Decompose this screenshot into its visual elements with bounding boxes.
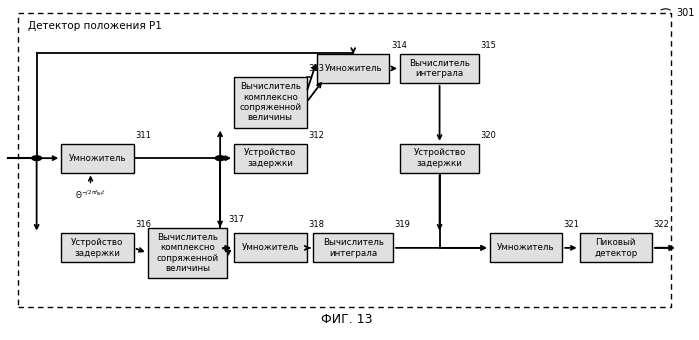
Text: Вычислитель
комплексно
сопряженной
величины: Вычислитель комплексно сопряженной велич… <box>239 82 301 122</box>
Bar <box>234 77 307 128</box>
Text: Устройство
задержки: Устройство задержки <box>413 149 466 168</box>
Text: $\Theta^{-j\,2\pi f_{\mathrm{BH}}t}$: $\Theta^{-j\,2\pi f_{\mathrm{BH}}t}$ <box>75 188 106 201</box>
Text: 319: 319 <box>394 220 410 230</box>
Text: 301: 301 <box>677 8 695 18</box>
Text: 311: 311 <box>135 131 151 140</box>
Text: 312: 312 <box>308 131 324 140</box>
Text: Умножитель: Умножитель <box>241 243 299 252</box>
Text: ФИГ. 13: ФИГ. 13 <box>321 313 372 326</box>
Bar <box>400 54 480 83</box>
Bar <box>317 54 389 83</box>
Circle shape <box>215 156 225 160</box>
Bar <box>490 234 562 262</box>
Text: Устройство
задержки: Устройство задержки <box>244 149 296 168</box>
Text: Вычислитель
комплексно
сопряженной
величины: Вычислитель комплексно сопряженной велич… <box>157 233 218 273</box>
Bar <box>234 144 307 172</box>
Bar <box>579 234 652 262</box>
Text: Пиковый
детектор: Пиковый детектор <box>594 238 637 258</box>
Text: 316: 316 <box>135 220 151 230</box>
Text: Вычислитель
интеграла: Вычислитель интеграла <box>409 59 470 78</box>
Bar <box>62 234 134 262</box>
Text: Устройство
задержки: Устройство задержки <box>71 238 124 258</box>
Text: Вычислитель
интеграла: Вычислитель интеграла <box>323 238 384 258</box>
Text: Умножитель: Умножитель <box>324 64 382 73</box>
Text: 317: 317 <box>229 215 245 223</box>
Bar <box>400 144 480 172</box>
Circle shape <box>31 156 41 160</box>
Text: Умножитель: Умножитель <box>69 154 127 163</box>
Bar <box>313 234 393 262</box>
Text: 315: 315 <box>481 41 496 50</box>
Bar <box>234 234 307 262</box>
Text: Детектор положения P1: Детектор положения P1 <box>29 21 162 31</box>
Text: 318: 318 <box>308 220 324 230</box>
Text: 314: 314 <box>391 41 407 50</box>
Bar <box>147 227 227 278</box>
Bar <box>18 13 671 307</box>
Text: Умножитель: Умножитель <box>497 243 555 252</box>
Text: 321: 321 <box>563 220 579 230</box>
Text: 322: 322 <box>654 220 670 230</box>
Bar <box>62 144 134 172</box>
Text: 313: 313 <box>308 64 324 73</box>
Text: 320: 320 <box>481 131 496 140</box>
